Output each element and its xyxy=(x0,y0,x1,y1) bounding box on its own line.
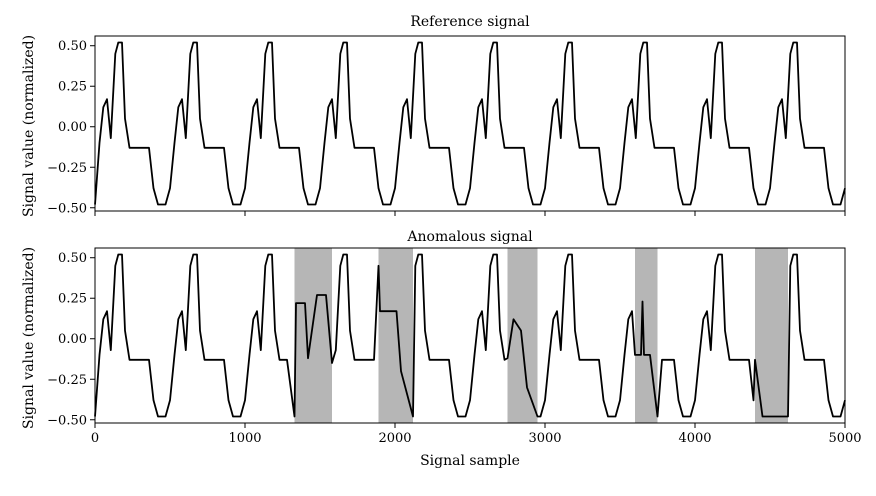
y-tick-label: 0.25 xyxy=(58,292,87,307)
reference-panel: Reference signal Signal value (normalize… xyxy=(21,14,846,217)
reference-y-ticks: −0.50 −0.25 0.00 0.25 0.50 xyxy=(47,39,95,216)
reference-panel-title: Reference signal xyxy=(410,14,530,30)
anomalous-anomaly-regions xyxy=(294,248,788,423)
anomaly-region xyxy=(755,248,788,423)
y-tick-label: −0.50 xyxy=(47,201,87,216)
anomalous-y-axis-label: Signal value (normalized) xyxy=(21,247,37,429)
anomalous-plot-frame xyxy=(94,247,846,424)
reference-signal-series xyxy=(94,41,846,206)
y-tick-label: 0.50 xyxy=(58,251,87,266)
anomalous-signal-series xyxy=(94,253,846,418)
anomalous-y-ticks: −0.50 −0.25 0.00 0.25 0.50 xyxy=(47,251,95,428)
reference-x-ticks xyxy=(94,211,846,216)
x-tick-label: 1000 xyxy=(228,431,261,446)
x-tick-label: 0 xyxy=(91,431,99,446)
anomaly-region xyxy=(635,248,658,423)
anomaly-region xyxy=(507,248,538,423)
y-tick-label: −0.50 xyxy=(47,413,87,428)
reference-y-axis-label: Signal value (normalized) xyxy=(21,35,37,217)
x-tick-label: 5000 xyxy=(828,431,861,446)
signal-line xyxy=(94,41,846,206)
signal-line xyxy=(94,253,846,418)
x-tick-label: 4000 xyxy=(678,431,711,446)
y-tick-label: 0.00 xyxy=(58,332,87,347)
x-tick-label: 2000 xyxy=(378,431,411,446)
anomaly-region xyxy=(294,248,332,423)
anomalous-panel-title: Anomalous signal xyxy=(406,229,533,245)
reference-plot-frame xyxy=(94,35,846,212)
x-tick-label: 3000 xyxy=(528,431,561,446)
y-tick-label: 0.00 xyxy=(58,120,87,135)
anomalous-x-ticks: 0 1000 2000 3000 4000 5000 xyxy=(91,423,862,446)
y-tick-label: −0.25 xyxy=(47,373,87,388)
anomalous-panel: Anomalous signal Signal value (normalize… xyxy=(21,229,862,469)
y-tick-label: 0.50 xyxy=(58,39,87,54)
y-tick-label: −0.25 xyxy=(47,161,87,176)
y-tick-label: 0.25 xyxy=(58,80,87,95)
x-axis-label: Signal sample xyxy=(420,453,520,469)
